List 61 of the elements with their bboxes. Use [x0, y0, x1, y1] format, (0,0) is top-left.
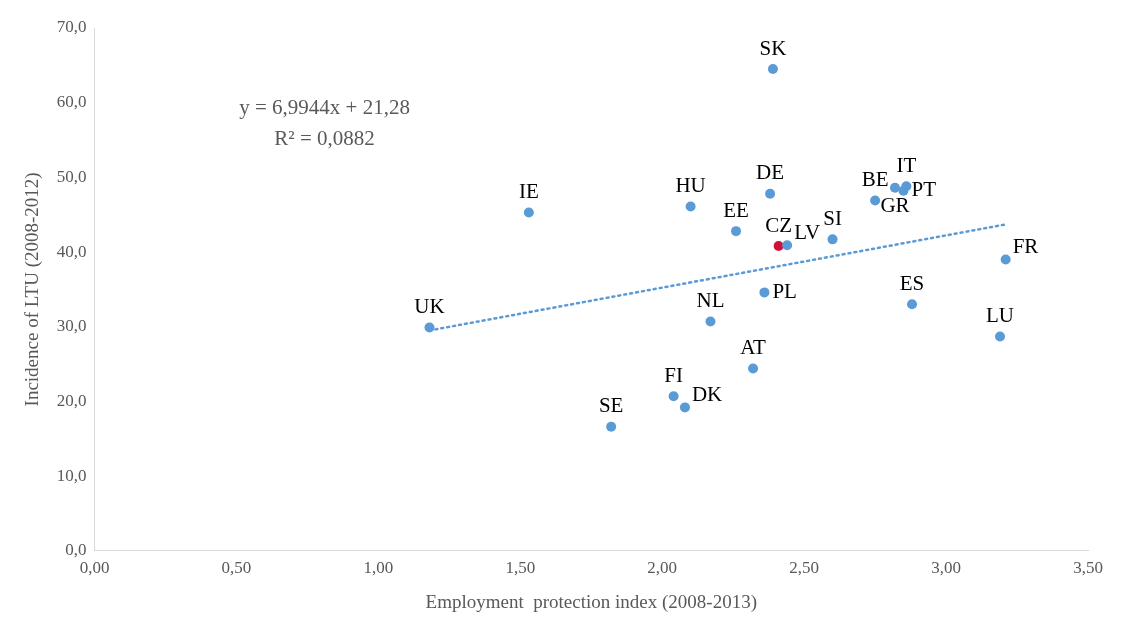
annotation: HU [675, 173, 706, 198]
y-tick-label: 30,0 [56, 316, 87, 336]
annotation: LV [794, 219, 821, 244]
annotation: PT [911, 177, 937, 202]
x-tick-label: 1,00 [363, 558, 394, 578]
x-tick-label: 3,00 [931, 558, 961, 578]
point [523, 207, 534, 218]
annotation: AT [740, 335, 767, 360]
x-tick-label: 2,50 [789, 558, 820, 578]
annotation: FR [1012, 234, 1039, 259]
annotation: NL [696, 288, 725, 313]
x-tick-label: 3,50 [1073, 558, 1103, 578]
point [907, 299, 918, 310]
x-tick-label: 1,50 [505, 558, 536, 578]
point [424, 322, 435, 333]
point [767, 64, 778, 75]
point [748, 363, 759, 374]
point [765, 188, 776, 199]
annotation: EE [723, 197, 749, 222]
x-axis-title: Employment protection index (2008-2013) [425, 590, 757, 613]
y-tick-label: 70,0 [56, 17, 87, 37]
point [782, 240, 793, 251]
annotation: PL [772, 278, 797, 303]
annotation: y = 6,9944x + 21,28 R² = 0,0882 [239, 94, 410, 150]
point [898, 185, 909, 196]
annotation: IT [896, 152, 917, 177]
point [827, 234, 838, 245]
point [759, 287, 770, 298]
x-tick-label: 0,00 [79, 558, 110, 578]
annotation: SE [598, 393, 624, 418]
annotation: UK [414, 294, 445, 319]
point [685, 201, 696, 212]
annotation: GR [880, 193, 910, 218]
point [606, 421, 617, 432]
y-tick-label: 40,0 [56, 241, 87, 261]
annotation: IE [518, 178, 539, 203]
y-tick-label: 20,0 [56, 390, 87, 410]
annotation: DK [691, 381, 723, 406]
annotation: CZ [765, 212, 793, 237]
annotation: DE [756, 160, 785, 185]
point [1000, 254, 1011, 265]
y-axis-title: Incidence of LTU (2008-2012) [21, 172, 44, 407]
annotation: LU [986, 302, 1015, 327]
annotation: FI [664, 362, 683, 387]
annotation: SK [759, 35, 787, 60]
x-tick-label: 0,50 [221, 558, 252, 578]
point [889, 182, 900, 193]
point [705, 316, 716, 327]
y-tick-label: 50,0 [56, 166, 87, 186]
x-tick-label: 2,00 [647, 558, 678, 578]
point [870, 195, 881, 206]
point [731, 226, 742, 237]
point [995, 331, 1006, 342]
annotation: ES [899, 270, 925, 295]
y-tick-label: 10,0 [56, 465, 87, 485]
y-tick-label: 0,0 [65, 540, 87, 560]
point [668, 391, 679, 402]
point [679, 402, 690, 413]
y-tick-label: 60,0 [56, 92, 87, 112]
annotation: BE [861, 167, 889, 192]
annotation: SI [823, 205, 842, 230]
